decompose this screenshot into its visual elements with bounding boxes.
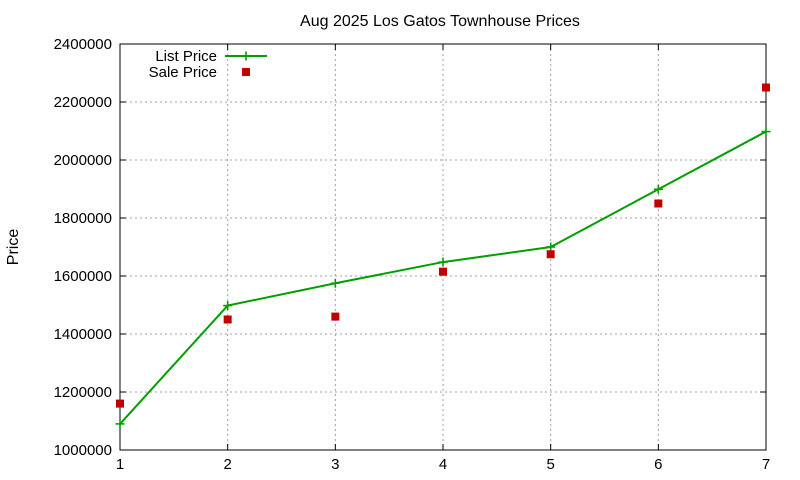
tick-labels: 1000000 1200000 1400000 1600000 1800000 20000…	[54, 36, 771, 473]
x-tick-label: 1	[116, 456, 124, 473]
sale-price-point	[223, 315, 232, 324]
sale-price-point	[331, 312, 340, 321]
y-tick-label: 1200000	[54, 384, 112, 401]
sale-price-point	[116, 399, 124, 408]
x-tick-label: 4	[439, 456, 447, 473]
grid-lines	[120, 44, 766, 450]
list-price-point	[653, 184, 663, 194]
y-axis-label: Price	[5, 229, 22, 266]
list-price-point	[223, 301, 233, 311]
legend-entry: List Price	[155, 48, 267, 65]
list-price-point	[438, 257, 448, 267]
legend-entry: Sale Price	[149, 64, 250, 81]
list-price-point	[546, 242, 556, 252]
sale-price-point	[546, 250, 555, 259]
series-sale-price	[116, 83, 770, 408]
list-price-point	[115, 419, 125, 429]
series-list-price	[115, 127, 771, 429]
x-tick-label: 2	[223, 456, 231, 473]
list-price-point	[761, 127, 771, 137]
legend-marker	[242, 68, 250, 76]
x-tick-label: 3	[331, 456, 339, 473]
sale-price-point	[439, 267, 447, 276]
x-tick-label: 5	[546, 456, 554, 473]
y-tick-label: 1000000	[54, 442, 112, 459]
y-tick-label: 1800000	[54, 210, 112, 227]
y-tick-label: 2400000	[54, 36, 112, 53]
x-tick-label: 6	[654, 456, 662, 473]
legend-label: List Price	[155, 48, 217, 65]
y-tick-label: 1600000	[54, 268, 112, 285]
x-tick-label: 7	[762, 456, 770, 473]
series	[115, 83, 771, 429]
list-price-point	[330, 278, 340, 288]
sale-price-point	[762, 83, 770, 92]
y-tick-label: 2000000	[54, 152, 112, 169]
y-tick-label: 2200000	[54, 94, 112, 111]
sale-price-point	[654, 199, 663, 208]
chart-title: Aug 2025 Los Gatos Townhouse Prices	[300, 13, 580, 30]
axis-ticks	[119, 43, 767, 451]
y-tick-label: 1400000	[54, 326, 112, 343]
legend-label: Sale Price	[149, 64, 217, 81]
legend-marker	[241, 51, 251, 61]
